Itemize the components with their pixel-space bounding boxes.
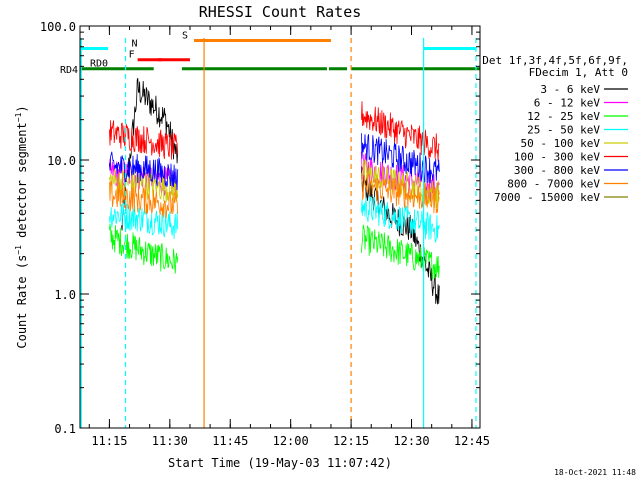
- x-tick-label: 11:15: [91, 434, 127, 448]
- legend-label-1: 6 - 12 keV: [534, 97, 601, 110]
- legend-header-line-1: Det 1f,3f,4f,5f,6f,9f,: [482, 54, 628, 67]
- plot-frame: [79, 25, 481, 429]
- series-line-7: [109, 172, 440, 219]
- x-tick-label: 12:45: [454, 434, 490, 448]
- series-line-2: [109, 223, 440, 280]
- flag-label-n: N: [132, 38, 138, 49]
- flag-label-s: S: [182, 30, 188, 41]
- x-tick-label: 12:15: [333, 434, 369, 448]
- flag-label-rd4: RD4: [60, 65, 78, 76]
- y-tick-label: 1.0: [54, 288, 76, 302]
- y-axis-ticks: 0.1 1.0 10.0 100.0: [40, 20, 480, 436]
- y-axis-label: Count Rate (s−1 detector segment−1): [14, 105, 29, 348]
- y-tick-label: 100.0: [40, 20, 76, 34]
- legend-label-0: 3 - 6 keV: [540, 83, 600, 96]
- legend-label-5: 100 - 300 keV: [514, 151, 600, 164]
- x-axis-ticks: 11:15 11:30 11:45 12:00 12:15 12:30 12:45: [88, 26, 490, 448]
- footer-date: 18-Oct-2021 11:48: [554, 468, 636, 477]
- flag-bars-group: NF S RD0 RD4: [60, 30, 480, 76]
- plot-series-group: [109, 77, 440, 305]
- y-tick-label: 0.1: [54, 422, 76, 436]
- legend-label-6: 300 - 800 keV: [514, 164, 600, 177]
- flag-label-rd0: RD0: [90, 59, 108, 70]
- series-line-6: [109, 133, 440, 191]
- legend-header-line-2: FDecim 1, Att 0: [529, 66, 628, 79]
- legend-label-2: 12 - 25 keV: [527, 110, 600, 123]
- x-axis-label: Start Time (19-May-03 11:07:42): [168, 456, 392, 470]
- x-tick-label: 12:30: [393, 434, 429, 448]
- series-line-3: [109, 196, 440, 243]
- x-tick-label: 11:45: [212, 434, 248, 448]
- flag-label-f: F: [129, 50, 135, 61]
- series-line-5: [109, 101, 440, 162]
- time-markers-group: [80, 38, 477, 428]
- chart-title: RHESSI Count Rates: [199, 3, 362, 21]
- legend-label-7: 800 - 7000 keV: [507, 178, 600, 191]
- legend-label-4: 50 - 100 keV: [521, 137, 601, 150]
- legend-label-3: 25 - 50 keV: [527, 124, 600, 137]
- y-tick-label: 10.0: [47, 154, 76, 168]
- x-tick-label: 11:30: [152, 434, 188, 448]
- legend-label-8: 7000 - 15000 keV: [494, 191, 600, 204]
- x-tick-label: 12:00: [273, 434, 309, 448]
